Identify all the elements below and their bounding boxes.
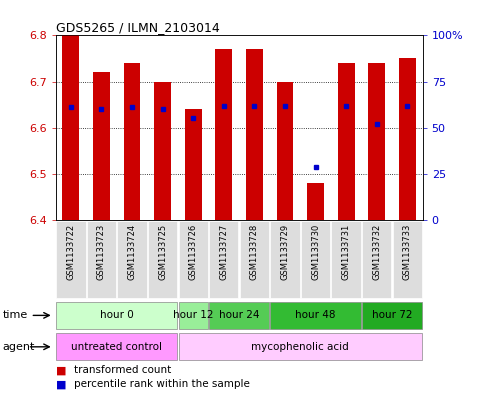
Text: untreated control: untreated control [71,342,162,352]
Text: GSM1133722: GSM1133722 [66,224,75,280]
FancyBboxPatch shape [301,221,330,298]
FancyBboxPatch shape [56,302,177,329]
Bar [185,109,201,220]
Text: hour 72: hour 72 [372,310,412,320]
Text: ■: ■ [56,365,70,375]
FancyBboxPatch shape [87,221,116,298]
Text: percentile rank within the sample: percentile rank within the sample [74,379,250,389]
Bar [246,49,263,220]
Text: hour 12: hour 12 [173,310,213,320]
Text: transformed count: transformed count [74,365,171,375]
Bar [338,63,355,220]
FancyBboxPatch shape [179,333,422,360]
Text: GSM1133725: GSM1133725 [158,224,167,280]
Text: mycophenolic acid: mycophenolic acid [251,342,349,352]
Text: time: time [2,310,28,320]
Text: hour 24: hour 24 [219,310,259,320]
FancyBboxPatch shape [270,302,361,329]
FancyBboxPatch shape [362,221,391,298]
Text: GSM1133731: GSM1133731 [341,224,351,280]
Text: GSM1133728: GSM1133728 [250,224,259,280]
Bar [399,59,416,220]
FancyBboxPatch shape [240,221,269,298]
Text: GSM1133726: GSM1133726 [189,224,198,280]
Text: GDS5265 / ILMN_2103014: GDS5265 / ILMN_2103014 [56,21,219,34]
FancyBboxPatch shape [117,221,147,298]
Text: hour 0: hour 0 [100,310,134,320]
FancyBboxPatch shape [209,302,269,329]
FancyBboxPatch shape [362,302,422,329]
Text: GSM1133729: GSM1133729 [281,224,289,280]
FancyBboxPatch shape [179,221,208,298]
Text: GSM1133723: GSM1133723 [97,224,106,280]
Text: GSM1133733: GSM1133733 [403,224,412,280]
FancyBboxPatch shape [148,221,177,298]
Text: GSM1133724: GSM1133724 [128,224,137,280]
Text: agent: agent [2,342,35,352]
FancyBboxPatch shape [270,221,299,298]
Text: GSM1133727: GSM1133727 [219,224,228,280]
FancyBboxPatch shape [331,221,361,298]
Bar [154,81,171,220]
FancyBboxPatch shape [393,221,422,298]
FancyBboxPatch shape [179,302,208,329]
Text: GSM1133730: GSM1133730 [311,224,320,280]
FancyBboxPatch shape [209,221,239,298]
FancyBboxPatch shape [56,221,85,298]
Bar [93,72,110,220]
Bar [277,81,293,220]
Text: hour 48: hour 48 [295,310,336,320]
Bar [369,63,385,220]
Bar [307,183,324,220]
Bar [62,35,79,220]
Text: ■: ■ [56,379,70,389]
Bar [215,49,232,220]
Text: GSM1133732: GSM1133732 [372,224,381,280]
Bar [124,63,141,220]
FancyBboxPatch shape [56,333,177,360]
